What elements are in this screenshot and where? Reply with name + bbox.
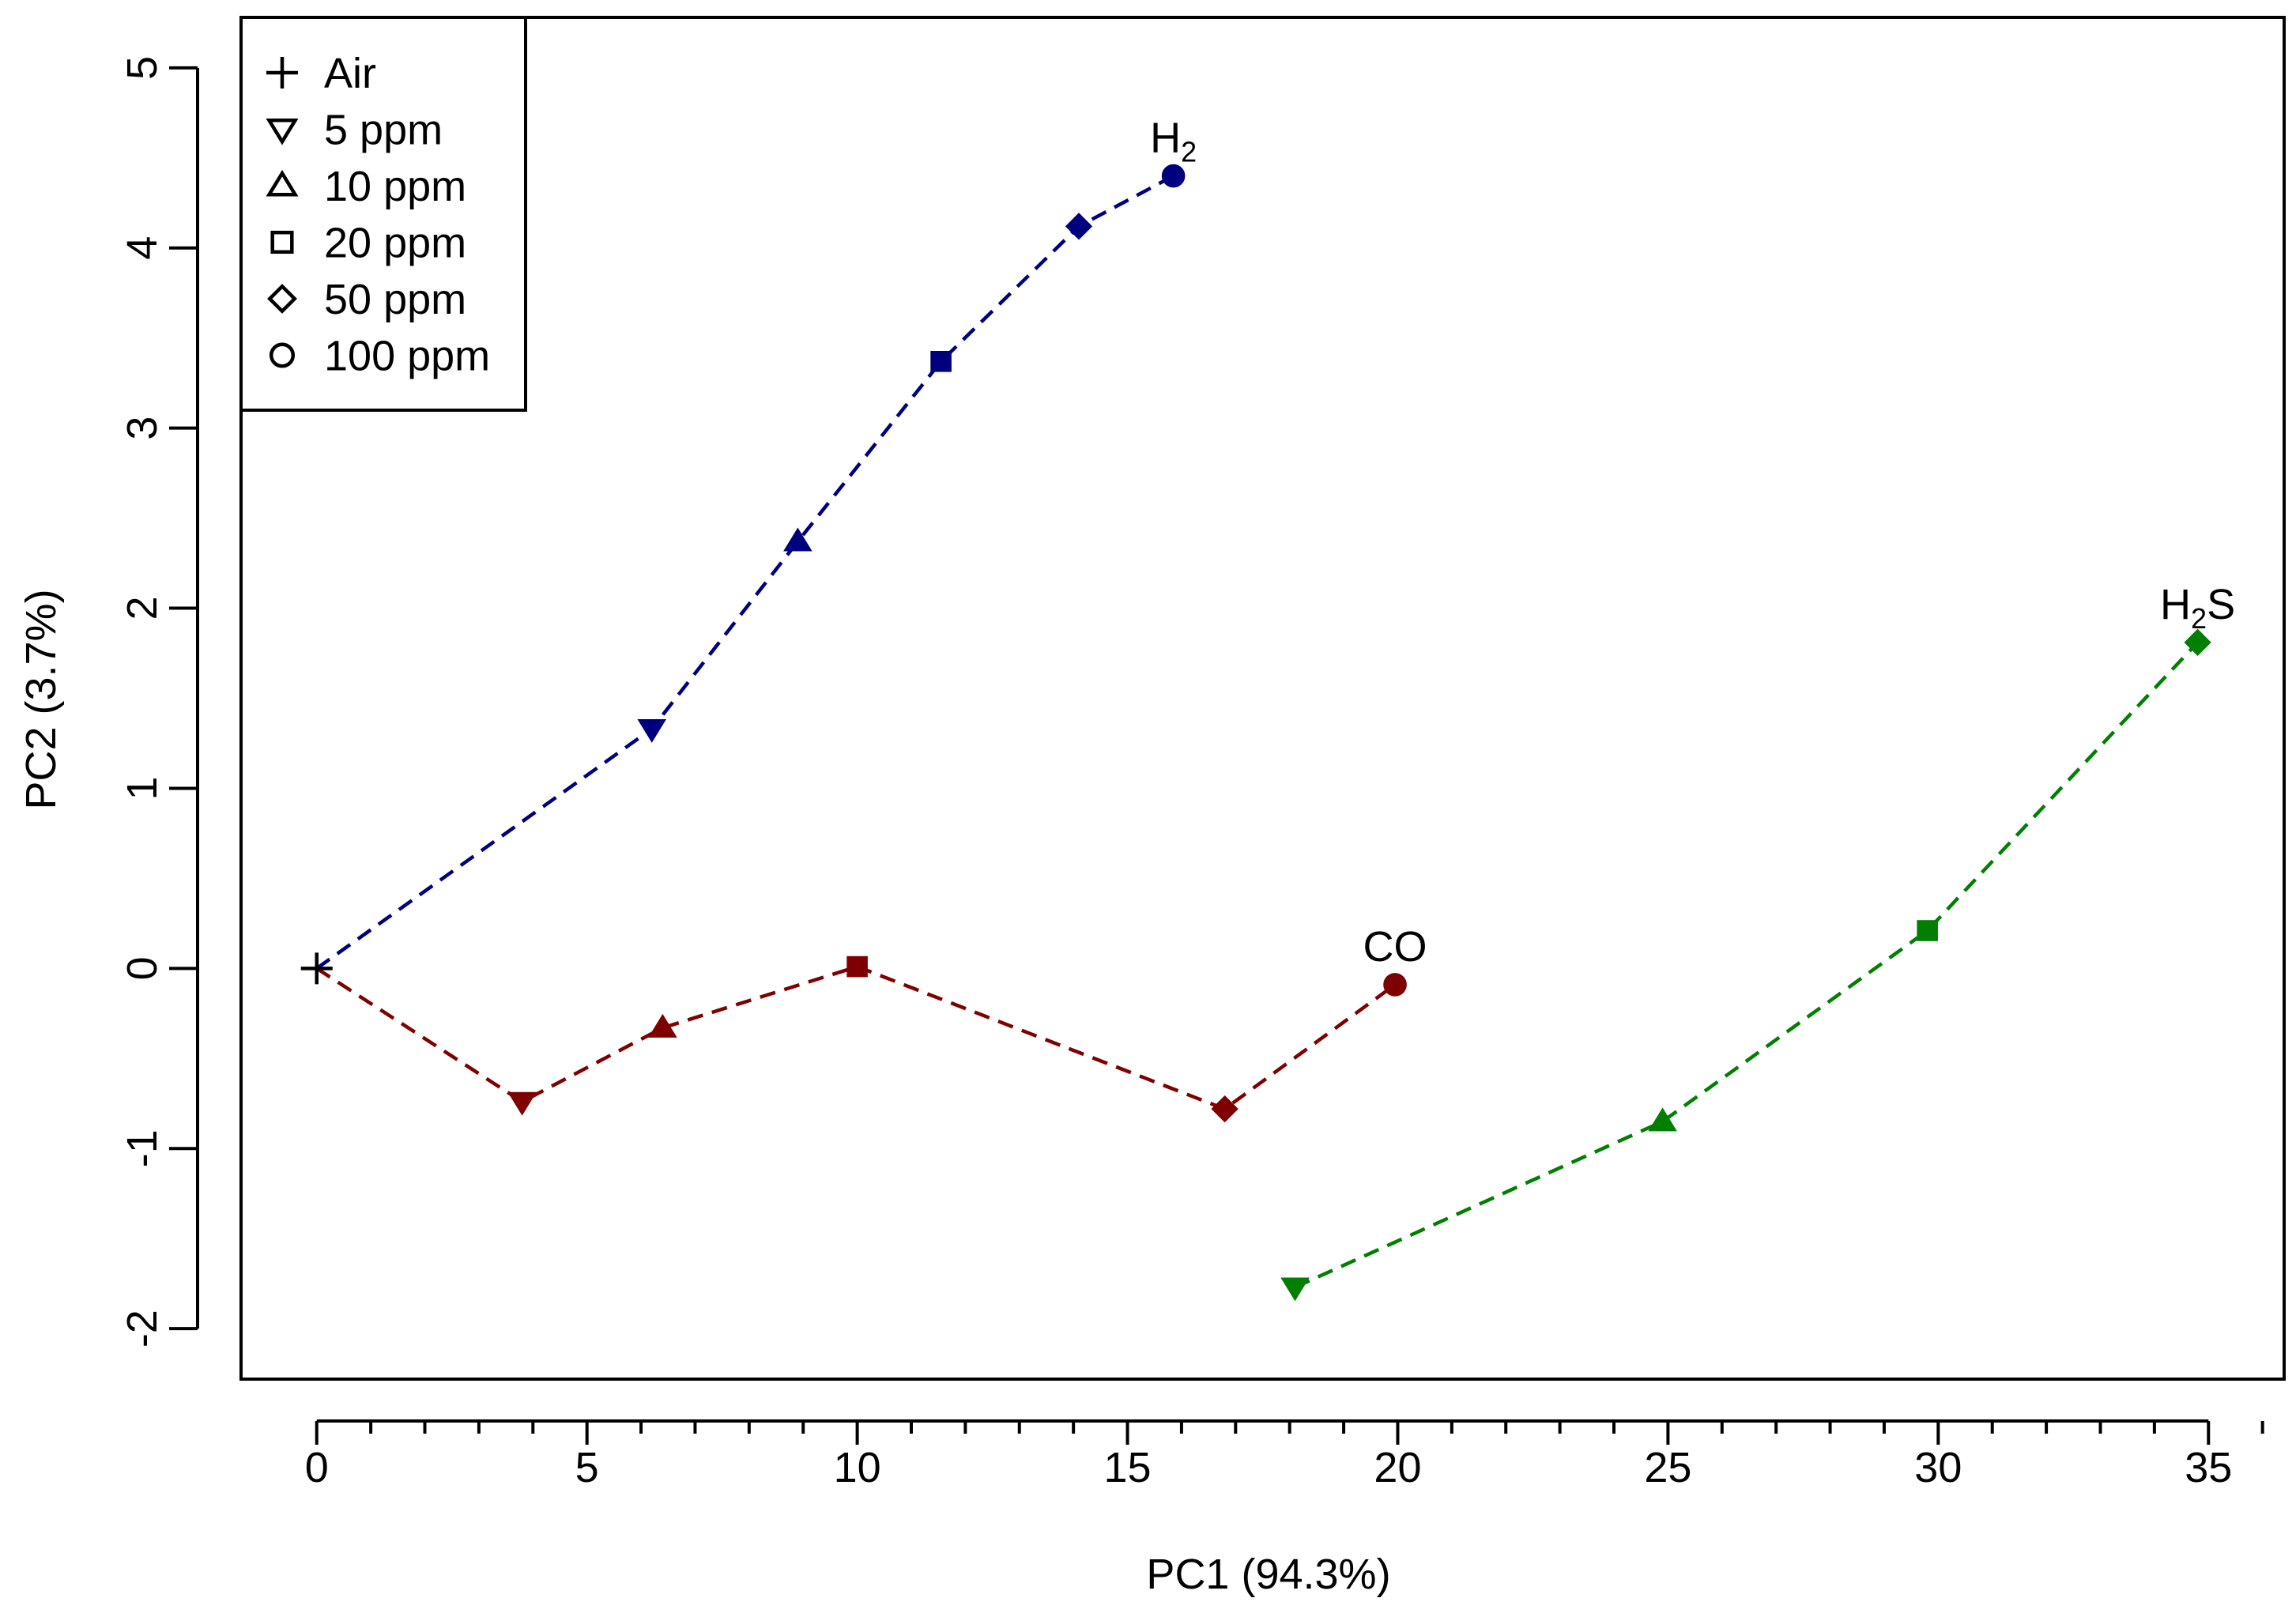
legend-marker	[266, 57, 298, 89]
data-point-h2	[1065, 213, 1093, 240]
y-tick-label: 5	[119, 56, 166, 80]
legend-marker	[267, 284, 297, 314]
data-point-h2s	[2184, 628, 2211, 657]
data-point-co	[846, 956, 868, 978]
series-label-h2s: H2S	[2160, 581, 2235, 635]
data-point-air	[300, 952, 333, 985]
x-axis-label: PC1 (94.3%)	[1146, 1551, 1390, 1598]
legend-label: 5 ppm	[324, 107, 443, 154]
y-tick-label: 4	[119, 236, 166, 260]
x-tick-label: 10	[834, 1444, 881, 1491]
data-point-h2	[637, 718, 667, 743]
legend-label: 100 ppm	[324, 333, 490, 380]
series-layer: H2 CO H2S	[300, 115, 2235, 1302]
data-point-co	[507, 1091, 537, 1116]
x-tick-label: 5	[575, 1444, 599, 1491]
series-line-h2	[315, 174, 1174, 971]
series-h2: H2	[315, 115, 1197, 971]
y-axis-label: PC2 (3.7%)	[17, 589, 65, 809]
series-line-h2s	[1294, 641, 2200, 1289]
axes-layer: 0 5 10 15 20 25 30 35 -2 -1 0 1 2 3 4 5	[119, 16, 2286, 1491]
data-point-h2s	[1648, 1107, 1677, 1132]
y-tick-label: 3	[119, 416, 166, 440]
legend-marker	[266, 119, 299, 145]
x-tick-label: 0	[305, 1444, 329, 1491]
y-tick-label: 2	[119, 597, 166, 620]
x-tick-label: 15	[1103, 1444, 1151, 1491]
data-point-h2	[783, 527, 812, 552]
data-point-h2	[1161, 164, 1186, 188]
y-tick-label: 0	[119, 956, 166, 980]
legend-marker	[270, 230, 294, 254]
data-point-co	[648, 1013, 677, 1038]
data-point-co	[1383, 973, 1407, 997]
legend-marker	[266, 169, 299, 197]
plot-frame	[239, 16, 2286, 1381]
series-line-co	[315, 964, 1397, 1111]
legend-label: 50 ppm	[324, 276, 466, 323]
legend: Air 5 ppm 10 ppm 20 ppm 50 ppm 100 ppm	[239, 16, 527, 412]
data-point-h2	[930, 351, 952, 372]
series-label-co: CO	[1363, 923, 1427, 971]
series-co: CO	[315, 923, 1427, 1123]
legend-marker	[269, 342, 296, 368]
y-tick-label: -2	[119, 1310, 166, 1348]
data-point-co	[1211, 1095, 1238, 1123]
series-h2s: H2S	[1280, 581, 2235, 1302]
data-point-h2s	[1917, 920, 1938, 941]
data-point-h2s	[1280, 1277, 1310, 1302]
x-tick-label: 20	[1374, 1444, 1421, 1491]
x-tick-label: 25	[1644, 1444, 1691, 1491]
legend-label: 10 ppm	[324, 163, 466, 210]
y-tick-label: 1	[119, 776, 166, 800]
x-tick-label: 30	[1914, 1444, 1962, 1491]
series-label-h2: H2	[1150, 115, 1197, 168]
x-tick-label: 35	[2185, 1444, 2232, 1491]
y-tick-label: -1	[119, 1129, 166, 1167]
legend-label: Air	[324, 50, 376, 97]
legend-label: 20 ppm	[324, 220, 466, 267]
